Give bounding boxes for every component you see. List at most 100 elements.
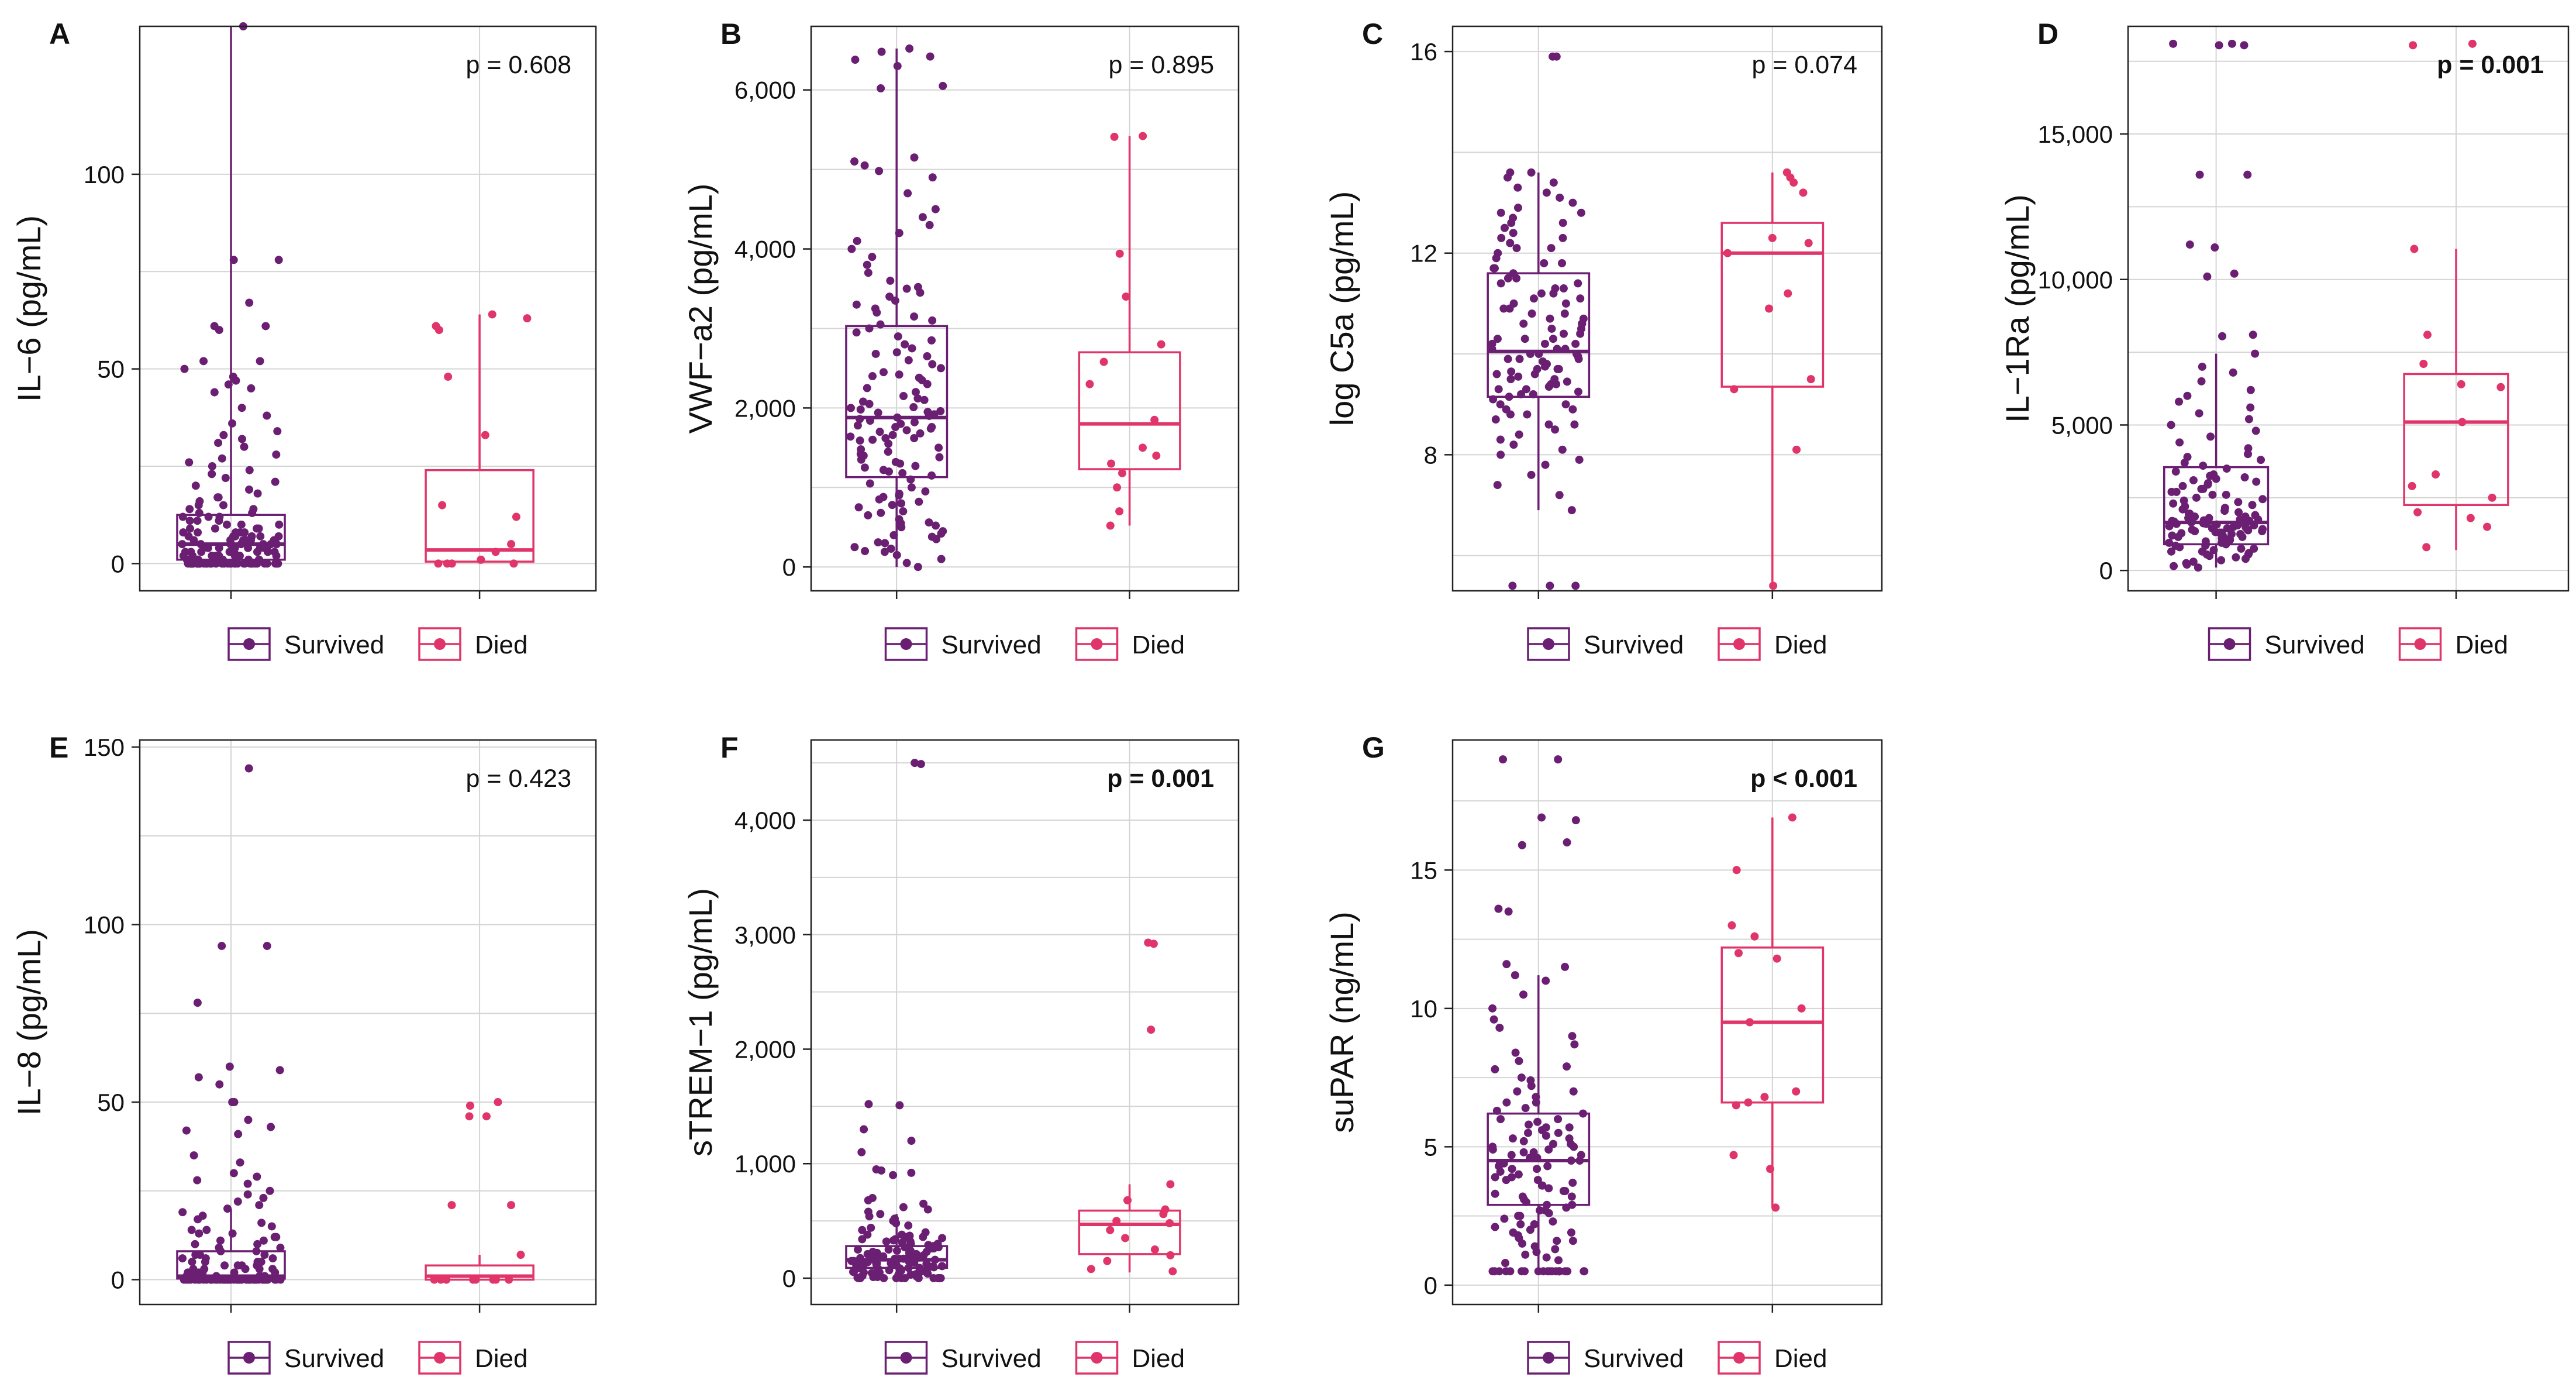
data-point-survived (2215, 41, 2223, 50)
data-point-survived (2220, 504, 2229, 512)
data-point-survived (879, 493, 888, 501)
data-point-survived (1546, 314, 1554, 323)
data-point-survived (913, 394, 922, 403)
data-point-survived (1553, 1237, 1561, 1245)
data-point-survived (178, 1254, 187, 1263)
data-point-died (1730, 385, 1739, 394)
p-value: p = 0.423 (465, 765, 571, 793)
data-point-died (1139, 132, 1147, 140)
data-point-survived (272, 552, 281, 560)
data-point-died (491, 548, 500, 556)
y-tick-label: 8 (1424, 441, 1437, 469)
data-point-died (1087, 1265, 1095, 1273)
y-tick-label: 0 (782, 1265, 796, 1292)
data-point-survived (2203, 272, 2212, 281)
data-point-survived (897, 499, 906, 508)
data-point-survived (894, 1271, 903, 1279)
data-point-survived (1505, 304, 1514, 313)
data-point-survived (922, 1247, 931, 1256)
data-point-survived (892, 1247, 901, 1255)
data-point-survived (253, 559, 261, 568)
data-point-survived (1507, 367, 1516, 376)
data-point-survived (1519, 990, 1528, 999)
data-point-survived (210, 388, 219, 397)
data-point-survived (202, 1226, 211, 1234)
panel-label: F (720, 731, 739, 764)
p-value: p = 0.001 (1107, 765, 1214, 793)
data-point-survived (2222, 540, 2230, 549)
panel-label: D (2037, 18, 2058, 50)
data-point-survived (1553, 345, 1561, 353)
data-point-died (2422, 543, 2431, 552)
data-point-survived (918, 213, 927, 222)
data-point-survived (927, 336, 936, 345)
data-point-survived (1526, 350, 1534, 359)
data-point-survived (869, 1273, 878, 1282)
data-point-survived (185, 524, 194, 533)
data-point-died (1732, 1101, 1740, 1110)
data-point-survived (268, 1254, 277, 1263)
data-point-survived (244, 543, 253, 552)
data-point-survived (1571, 339, 1580, 348)
data-point-survived (245, 298, 254, 307)
data-point-died (1166, 1251, 1175, 1259)
data-point-survived (1518, 1239, 1527, 1248)
data-point-survived (2192, 493, 2201, 502)
data-point-survived (1549, 1140, 1557, 1148)
data-point-survived (1488, 1267, 1497, 1276)
data-point-survived (1556, 193, 1564, 202)
data-point-survived (937, 555, 946, 563)
data-point-died (1792, 1087, 1801, 1096)
data-point-survived (1488, 339, 1496, 348)
legend-label: Died (2456, 631, 2509, 659)
data-point-died (2409, 41, 2418, 50)
data-point-died (465, 1102, 474, 1110)
legend-label: Survived (1584, 1344, 1684, 1373)
data-point-survived (850, 543, 859, 552)
data-point-survived (1567, 506, 1576, 515)
data-point-died (2483, 522, 2492, 531)
data-point-survived (230, 1268, 239, 1277)
data-point-died (1727, 921, 1736, 930)
data-point-survived (852, 328, 861, 337)
data-point-survived (915, 373, 923, 382)
legend-label: Died (1132, 1344, 1185, 1373)
data-point-survived (1550, 375, 1559, 384)
data-point-survived (865, 1212, 874, 1221)
y-axis-label: sTREM−1 (pg/mL) (682, 888, 719, 1156)
data-point-survived (936, 407, 945, 415)
data-point-survived (228, 1229, 237, 1238)
data-point-survived (195, 508, 204, 517)
data-point-survived (229, 256, 238, 264)
data-point-survived (1568, 405, 1577, 414)
y-tick-label: 2,000 (734, 1035, 796, 1063)
data-point-survived (874, 538, 882, 547)
data-point-survived (1512, 244, 1521, 253)
data-point-survived (1505, 393, 1513, 401)
data-point-survived (858, 1235, 867, 1244)
data-point-survived (1523, 410, 1532, 419)
y-tick-label: 5 (1424, 1133, 1437, 1161)
data-point-survived (904, 1264, 913, 1272)
data-point-survived (910, 434, 919, 443)
data-point-survived (1570, 1040, 1579, 1049)
data-point-survived (1577, 1151, 1585, 1159)
data-point-survived (892, 348, 901, 357)
data-point-survived (910, 418, 919, 426)
data-point-survived (1544, 1145, 1553, 1154)
data-point-survived (1500, 223, 1509, 232)
data-point-survived (1508, 581, 1517, 590)
data-point-survived (1491, 1065, 1499, 1073)
data-point-survived (193, 999, 202, 1007)
data-point-survived (2167, 547, 2175, 556)
data-point-survived (863, 1258, 872, 1266)
data-point-survived (874, 408, 882, 417)
data-point-survived (1546, 1267, 1554, 1276)
data-point-survived (2182, 560, 2191, 569)
data-point-died (1121, 1234, 1130, 1242)
data-point-survived (1493, 335, 1502, 343)
data-point-died (1150, 415, 1159, 424)
data-point-survived (1520, 1267, 1529, 1276)
data-point-survived (1543, 1162, 1552, 1171)
legend-item-died: Died (1718, 1341, 1827, 1375)
